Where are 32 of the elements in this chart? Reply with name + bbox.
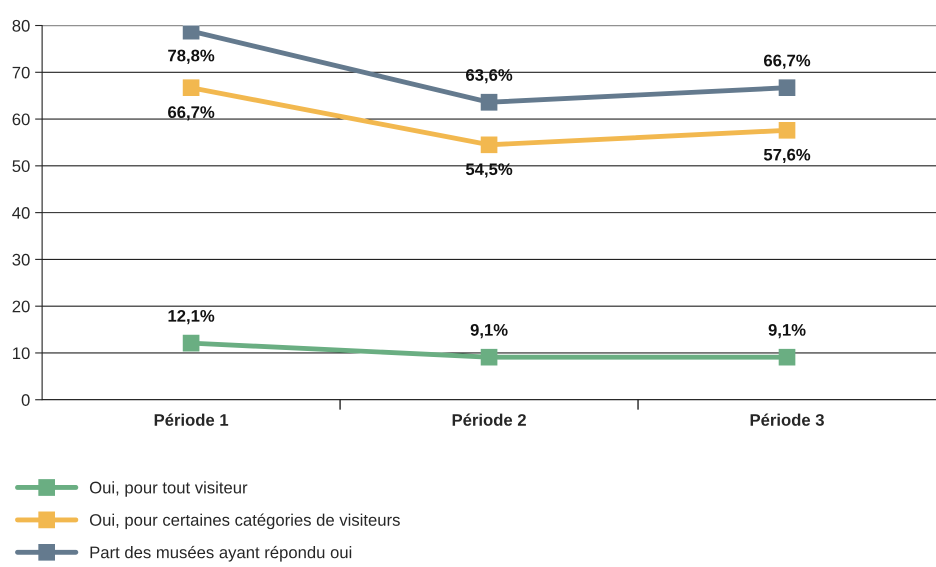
point — [182, 334, 200, 352]
x-tick-label: Période 1 — [154, 413, 228, 426]
data-label: 9,1% — [768, 324, 806, 338]
data-label: 66,7% — [168, 106, 214, 120]
data-label: 12,1% — [168, 310, 214, 324]
y-tick-label: 80 — [12, 20, 30, 32]
legend-label: Part des musées ayant répondu oui — [90, 546, 352, 562]
x-tick-label: Période 2 — [452, 413, 526, 426]
data-label: 78,8% — [168, 50, 214, 64]
point — [480, 94, 498, 111]
data-label: 9,1% — [470, 324, 508, 338]
y-tick-label: 20 — [12, 300, 30, 312]
y-tick-label: 70 — [12, 66, 30, 78]
point — [480, 136, 498, 154]
data-label: 63,6% — [466, 69, 512, 84]
y-tick-label: 40 — [12, 207, 30, 219]
point — [778, 348, 796, 366]
y-tick-label: 30 — [12, 254, 30, 266]
x-tick-label: Période 3 — [750, 413, 824, 426]
y-tick-label: 50 — [12, 160, 30, 172]
y-tick-label: 10 — [13, 347, 30, 360]
legend-label: Oui, pour tout visiteur — [90, 481, 248, 497]
data-label: 57,6% — [764, 148, 810, 164]
point — [778, 79, 796, 96]
y-tick-label: 0 — [22, 394, 30, 406]
y-tick-label: 60 — [12, 113, 30, 126]
data-label: 66,7% — [764, 54, 810, 69]
point — [182, 79, 200, 96]
data-label: 54,5% — [466, 163, 512, 178]
point — [480, 348, 498, 366]
legend-label: Oui, pour certaines catégories de visiteurs — [90, 513, 400, 530]
point — [778, 122, 796, 139]
